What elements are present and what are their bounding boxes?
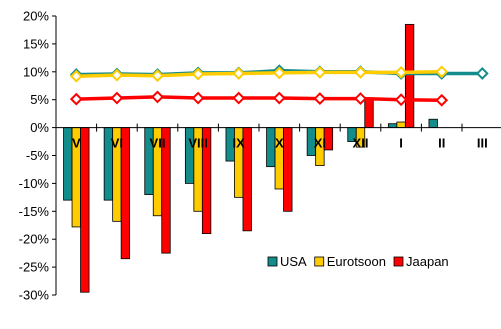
marker-jaapan	[110, 91, 124, 105]
legend-label-jaapan: Jaapan	[406, 254, 449, 269]
bar-jaapan-xii	[364, 99, 374, 128]
legend-swatch-eurotsoon	[314, 256, 325, 267]
y-tick-label: 20%	[23, 9, 49, 24]
category-label-iii: III	[477, 136, 488, 151]
category-label-xi: XI	[314, 136, 326, 151]
bar-usa-x	[266, 127, 276, 168]
bar-usa-i	[387, 123, 398, 129]
marker-eurotsoon	[272, 66, 286, 80]
y-tick-label: -15%	[19, 204, 50, 219]
marker-eurotsoon	[394, 65, 408, 79]
marker-eurotsoon	[110, 68, 124, 82]
category-label-x: X	[275, 136, 284, 151]
marker-eurotsoon	[232, 67, 246, 80]
category-label-i: I	[399, 136, 403, 151]
y-tick-label: -5%	[26, 148, 50, 163]
marker-eurotsoon	[69, 69, 83, 83]
y-tick-label: -20%	[19, 232, 50, 247]
category-label-vi: VI	[111, 136, 123, 151]
marker-jaapan	[272, 91, 286, 105]
category-label-vii: VII	[150, 136, 166, 151]
y-tick-label: 10%	[23, 64, 49, 79]
category-label-viii: VIII	[188, 136, 208, 151]
y-tick-label: -10%	[19, 176, 50, 191]
legend-label-usa: USA	[280, 254, 307, 269]
bar-usa-ii	[428, 118, 438, 129]
line-jaapan	[76, 95, 442, 103]
marker-eurotsoon	[435, 65, 449, 79]
bar-jaapan-i	[404, 23, 415, 129]
y-tick-label: -30%	[19, 288, 50, 303]
marker-eurotsoon	[354, 65, 367, 79]
marker-jaapan	[232, 91, 246, 105]
line-eurotsoon	[76, 70, 442, 79]
marker-jaapan	[151, 90, 164, 104]
legend-label-eurotsoon: Eurotsoon	[327, 254, 386, 269]
category-label-xii: XII	[353, 136, 369, 151]
y-tick-label: 5%	[30, 92, 49, 107]
bar-jaapan-v	[80, 127, 90, 293]
marker-jaapan	[394, 93, 408, 107]
bar-eurotsoon-i	[396, 121, 406, 128]
y-tick-labels: 20% 15% 10% 5% 0% -5% -10% -15% -20% -25% -30%	[19, 9, 56, 303]
legend-swatch-usa	[267, 256, 278, 267]
category-labels: V VI VII VIII IX X XI XII I II III	[55, 123, 488, 151]
marker-eurotsoon	[191, 67, 205, 81]
category-label-ii: II	[438, 136, 445, 151]
marker-jaapan	[313, 92, 327, 105]
bar-jaapan-x	[283, 127, 293, 212]
category-label-v: V	[72, 136, 81, 151]
marker-usa	[475, 67, 489, 80]
legend-swatch-jaapan	[393, 256, 404, 267]
marker-eurotsoon	[151, 69, 164, 83]
y-tick-label: 15%	[23, 36, 49, 51]
marker-eurotsoon	[313, 65, 327, 79]
marker-jaapan	[69, 92, 83, 106]
y-tick-label: -25%	[19, 260, 50, 275]
bars-layer	[63, 23, 438, 293]
bar-usa-v	[63, 127, 73, 201]
marker-jaapan	[435, 93, 449, 107]
lines-layer	[69, 64, 489, 107]
legend: USA Eurotsoon Jaapan	[267, 254, 449, 269]
y-tick-label: 0%	[30, 120, 49, 135]
marker-jaapan	[191, 91, 205, 105]
marker-jaapan	[354, 92, 367, 105]
category-label-ix: IX	[233, 136, 246, 151]
